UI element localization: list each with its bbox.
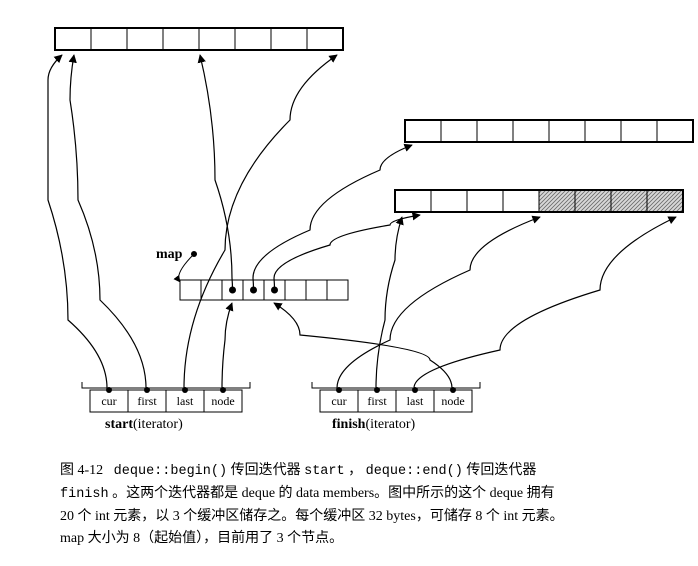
svg-text:node: node (211, 394, 234, 408)
svg-text:first: first (367, 394, 387, 408)
code-start: start (304, 464, 345, 479)
caption-line3: 20 个 int 元素，以 3 个缓冲区储存之。每个缓冲区 32 bytes，可… (60, 509, 564, 524)
caption-line2: finish 。这两个迭代器都是 deque 的 data members。图中… (60, 486, 555, 501)
diagram-page: { "figure": { "type": "flowchart", "widt… (0, 0, 698, 566)
svg-text:finish(iterator): finish(iterator) (332, 417, 416, 432)
svg-text:map: map (156, 247, 183, 262)
cap-t3: 传回迭代器 (466, 463, 536, 478)
code-end: deque::end() (366, 464, 463, 479)
svg-text:start(iterator): start(iterator) (105, 417, 183, 432)
fig-label: 图 4-12 (60, 463, 103, 478)
cap-t4: 。这两个迭代器都是 deque 的 data members。图中所示的这个 d… (112, 486, 555, 501)
figure-caption: 图 4-12 deque::begin() 传回迭代器 start ， dequ… (60, 460, 650, 549)
svg-text:first: first (137, 394, 157, 408)
caption-line4: map 大小为 8（起始值），目前用了 3 个节点。 (60, 531, 343, 546)
svg-text:cur: cur (331, 394, 346, 408)
code-begin: deque::begin() (114, 464, 227, 479)
code-finish: finish (60, 487, 109, 502)
svg-text:cur: cur (101, 394, 116, 408)
svg-text:last: last (407, 394, 424, 408)
svg-text:node: node (441, 394, 464, 408)
svg-text:last: last (177, 394, 194, 408)
cap-t2: ， (348, 463, 362, 478)
caption-line1: 图 4-12 deque::begin() 传回迭代器 start ， dequ… (60, 463, 536, 478)
cap-t1: 传回迭代器 (231, 463, 305, 478)
